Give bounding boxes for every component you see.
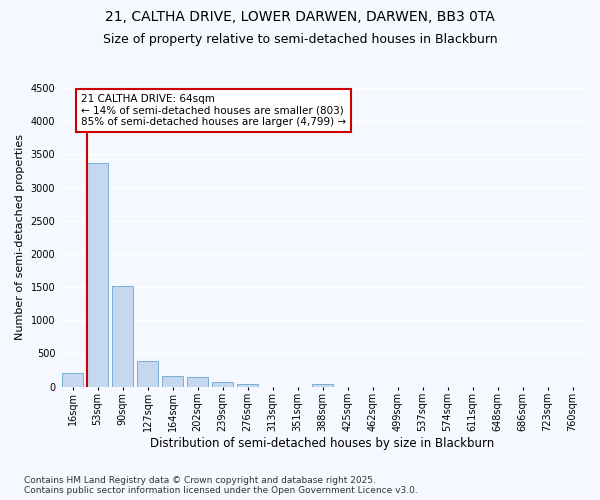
Bar	[312, 384, 333, 386]
Bar	[137, 360, 158, 386]
Bar	[187, 376, 208, 386]
X-axis label: Distribution of semi-detached houses by size in Blackburn: Distribution of semi-detached houses by …	[151, 437, 495, 450]
Bar	[212, 382, 233, 386]
Bar	[162, 376, 183, 386]
Text: 21 CALTHA DRIVE: 64sqm
← 14% of semi-detached houses are smaller (803)
85% of se: 21 CALTHA DRIVE: 64sqm ← 14% of semi-det…	[81, 94, 346, 127]
Y-axis label: Number of semi-detached properties: Number of semi-detached properties	[15, 134, 25, 340]
Bar	[112, 286, 133, 386]
Bar	[62, 373, 83, 386]
Bar	[237, 384, 258, 386]
Text: 21, CALTHA DRIVE, LOWER DARWEN, DARWEN, BB3 0TA: 21, CALTHA DRIVE, LOWER DARWEN, DARWEN, …	[105, 10, 495, 24]
Text: Size of property relative to semi-detached houses in Blackburn: Size of property relative to semi-detach…	[103, 32, 497, 46]
Text: Contains HM Land Registry data © Crown copyright and database right 2025.
Contai: Contains HM Land Registry data © Crown c…	[24, 476, 418, 495]
Bar	[87, 163, 108, 386]
